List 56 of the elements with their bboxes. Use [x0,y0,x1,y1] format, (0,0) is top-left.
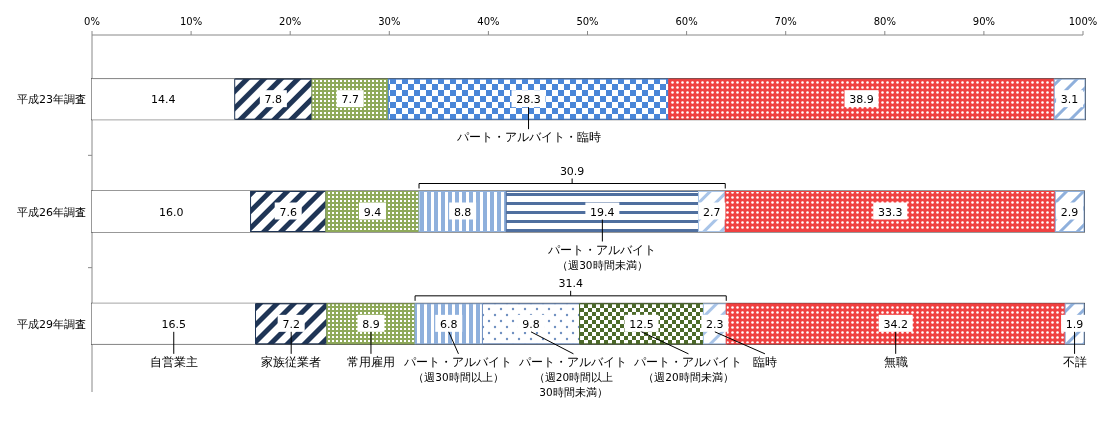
x-tick-label: 40% [477,16,500,27]
series-label: 家族従業者 [261,354,322,369]
data-label: 16.5 [161,317,187,331]
data-label: 7.2 [282,317,300,331]
data-label: 12.5 [629,317,654,331]
x-tick-label: 100% [1068,16,1098,27]
data-label: 33.3 [878,205,903,219]
x-tick-label: 10% [179,16,203,27]
series-label: 常用雇用 [346,354,395,369]
y-tick-label: 平成29年調査 [17,317,86,331]
data-label: 3.1 [1060,93,1079,107]
series-label: パート・アルバイト（週30時間未満） [547,242,657,271]
y-tick-label: 平成23年調査 [17,93,86,107]
x-tick-label: 60% [675,16,698,27]
annotation: 30.9 [559,164,585,178]
x-tick-label: 80% [873,16,896,27]
data-label: 9.4 [363,205,382,219]
data-label: 9.8 [522,317,540,331]
data-label: 7.7 [341,93,359,107]
x-tick-label: 70% [774,16,797,27]
data-label: 2.3 [706,317,724,331]
series-label: パート・アルバイト（週20時間以上30時間未満） [518,354,628,398]
text: 臨時 [752,354,777,369]
data-label: 16.0 [159,205,184,219]
data-label: 14.4 [151,93,176,107]
bar [325,191,420,232]
bar [91,303,257,345]
data-label: 8.9 [362,317,380,331]
annotation: 31.4 [558,276,583,290]
series-label: パート・アルバイト（週30時間以上） [403,354,513,383]
x-tick-label: 20% [279,16,302,27]
series-label: 自営業主 [149,354,198,369]
x-tick-label: 30% [378,16,401,27]
data-label: 2.9 [1060,205,1079,219]
x-tick-label: 0% [84,16,100,27]
series-label: パート・アルバイト（週20時間未満） [633,354,743,383]
data-label: 8.8 [453,205,472,219]
data-label: 6.8 [440,317,458,331]
bar [724,191,1056,232]
data-label: 28.3 [516,93,541,107]
x-tick-label: 50% [576,16,599,27]
bar [91,191,252,232]
series-label: パート・アルバイト・臨時 [455,130,601,145]
data-label: 34.2 [883,317,908,331]
y-tick-label: 平成26年調査 [17,205,86,219]
data-label: 19.4 [590,205,615,219]
data-label: 7.8 [264,93,283,107]
bar [91,78,236,120]
data-label: 2.7 [703,205,721,219]
series-label: 不詳 [1062,354,1087,369]
series-label: 無職 [883,354,908,369]
data-label: 7.6 [279,205,297,219]
bar [725,303,1066,345]
data-label: 38.9 [849,93,874,107]
data-label: 1.9 [1065,317,1084,331]
x-tick-label: 90% [972,16,996,27]
